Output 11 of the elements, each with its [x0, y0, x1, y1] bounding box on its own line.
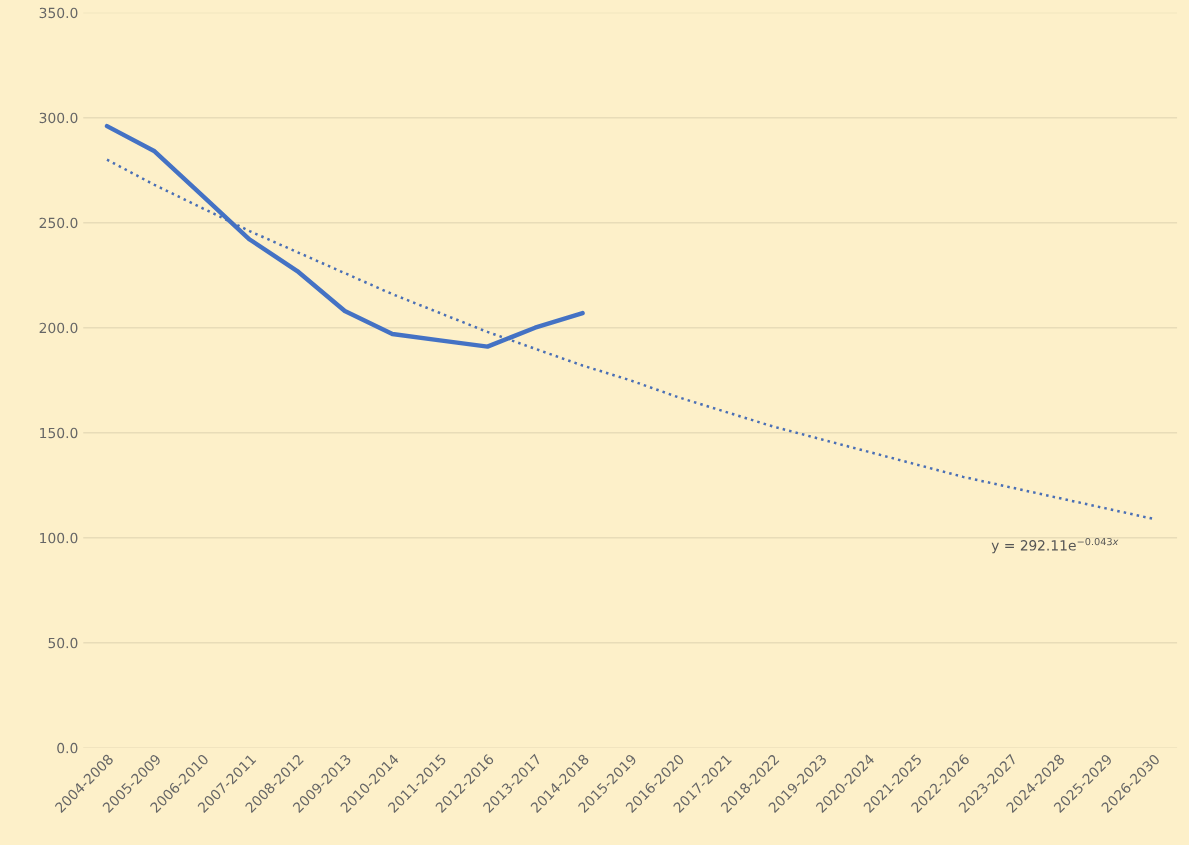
annotation: y = 292.11e$^{−0.043x}$: [991, 537, 1119, 554]
y-tick-label: 200.0: [39, 322, 78, 334]
y-tick-label: 250.0: [39, 217, 78, 229]
y-tick-label: 50.0: [48, 637, 78, 649]
y-tick-label: 350.0: [39, 7, 78, 19]
y-tick-label: 0.0: [57, 742, 78, 754]
line-series: [105, 158, 1155, 521]
line-series: [104, 123, 585, 349]
y-tick-label: 300.0: [39, 112, 78, 124]
y-tick-label: 100.0: [40, 532, 78, 544]
y-tick-label: 150.0: [40, 427, 78, 439]
